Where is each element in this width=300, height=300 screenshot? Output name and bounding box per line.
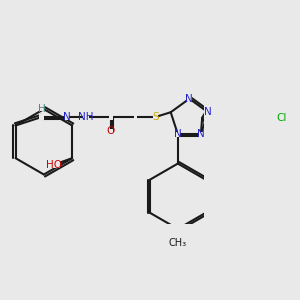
Text: Cl: Cl [277,113,287,123]
FancyBboxPatch shape [109,114,113,120]
FancyBboxPatch shape [173,240,182,246]
Text: H: H [38,103,46,113]
FancyBboxPatch shape [198,132,203,137]
FancyBboxPatch shape [187,96,192,101]
Text: CH₃: CH₃ [169,238,187,248]
FancyBboxPatch shape [39,106,44,111]
FancyBboxPatch shape [109,129,113,134]
FancyBboxPatch shape [153,114,158,120]
FancyBboxPatch shape [206,110,211,115]
FancyBboxPatch shape [64,114,69,120]
Text: HO: HO [46,160,62,170]
FancyBboxPatch shape [175,132,180,137]
Text: N: N [197,129,205,139]
Text: S: S [152,112,159,122]
Text: O: O [107,126,115,136]
Text: N: N [174,129,182,139]
FancyBboxPatch shape [83,114,89,120]
Text: NH: NH [78,112,94,122]
Text: N: N [63,112,70,122]
FancyBboxPatch shape [39,114,44,120]
Text: N: N [185,94,193,104]
FancyBboxPatch shape [48,161,60,168]
FancyBboxPatch shape [134,115,137,119]
Text: N: N [204,107,212,117]
FancyBboxPatch shape [278,115,286,120]
